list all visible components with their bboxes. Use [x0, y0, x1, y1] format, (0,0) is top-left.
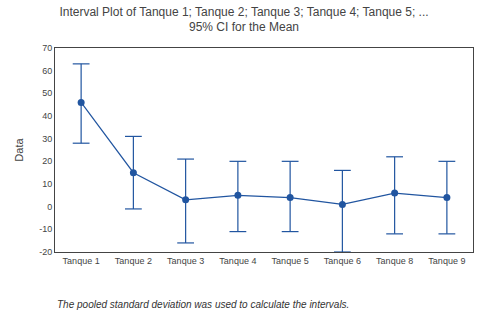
svg-text:The pooled standard deviation: The pooled standard deviation was used t…	[57, 299, 349, 310]
svg-text:-10: -10	[39, 224, 52, 234]
svg-text:10: 10	[42, 179, 52, 189]
svg-text:-20: -20	[39, 247, 52, 257]
svg-text:60: 60	[42, 66, 52, 76]
svg-text:Tanque 6: Tanque 6	[324, 256, 361, 266]
svg-text:20: 20	[42, 156, 52, 166]
svg-text:40: 40	[42, 111, 52, 121]
svg-text:Tanque 9: Tanque 9	[428, 256, 465, 266]
svg-text:Tanque 1: Tanque 1	[63, 256, 100, 266]
svg-text:Tanque 3: Tanque 3	[167, 256, 204, 266]
svg-text:Interval Plot of Tanque 1; Tan: Interval Plot of Tanque 1; Tanque 2; Tan…	[59, 5, 428, 35]
svg-text:70: 70	[42, 43, 52, 53]
svg-text:50: 50	[42, 88, 52, 98]
svg-text:Data: Data	[13, 138, 25, 162]
svg-text:Tanque 8: Tanque 8	[376, 256, 413, 266]
svg-text:Tanque 4: Tanque 4	[219, 256, 256, 266]
svg-text:0: 0	[47, 202, 52, 212]
svg-text:Tanque 2: Tanque 2	[115, 256, 152, 266]
svg-text:30: 30	[42, 134, 52, 144]
svg-text:Tanque 5: Tanque 5	[272, 256, 309, 266]
